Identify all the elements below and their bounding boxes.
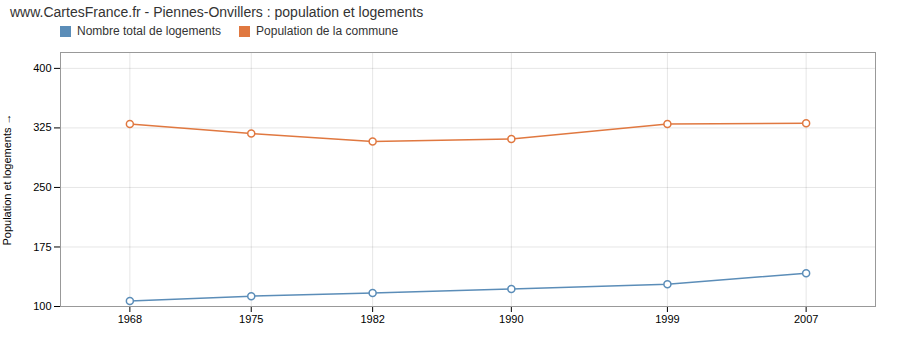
html-text:www.CartesFrance.fr - Piennes-: www.CartesFrance.fr - Piennes-Onvillers … <box>10 4 424 20</box>
svg-text:175: 175 <box>33 240 51 252</box>
svg-text:325: 325 <box>33 121 51 133</box>
svg-text:100: 100 <box>33 300 51 312</box>
svg-text:1975: 1975 <box>239 313 263 325</box>
html-text:Population de la commune: Population de la commune <box>256 24 399 38</box>
svg-text:1999: 1999 <box>655 313 679 325</box>
svg-text:1982: 1982 <box>360 313 384 325</box>
svg-text:250: 250 <box>33 181 51 193</box>
html-text:Nombre total de logements: Nombre total de logements <box>77 24 222 38</box>
svg-text:Population et logements →: Population et logements → <box>1 113 13 245</box>
svg-text:1990: 1990 <box>499 313 523 325</box>
svg-text:2007: 2007 <box>794 313 818 325</box>
svg-text:400: 400 <box>33 62 51 74</box>
svg-text:1968: 1968 <box>118 313 142 325</box>
